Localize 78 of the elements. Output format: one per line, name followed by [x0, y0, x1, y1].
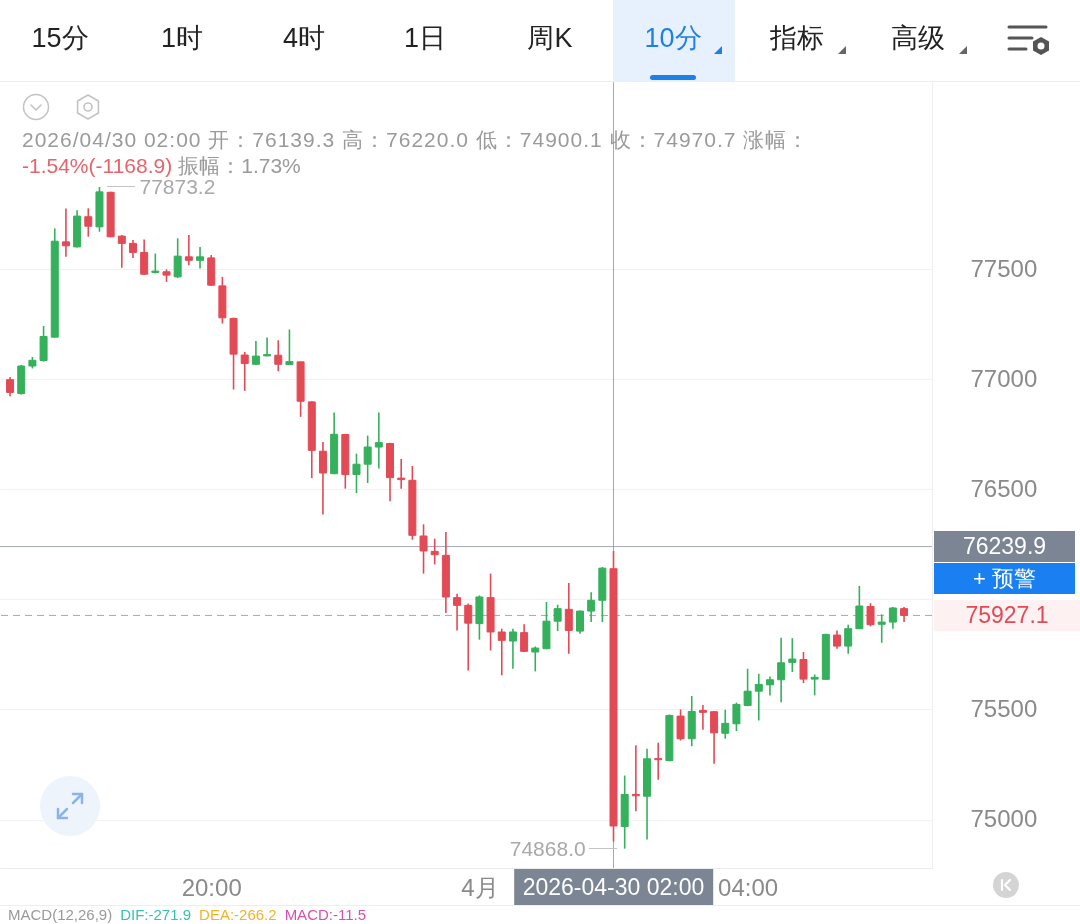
y-tick-label: 77500 — [970, 254, 1038, 282]
candlestick — [39, 325, 48, 363]
candlestick — [788, 637, 797, 673]
candlestick — [84, 207, 93, 238]
y-tick-label: 76500 — [970, 474, 1038, 502]
candlestick — [888, 606, 897, 630]
candlestick — [698, 704, 707, 731]
candlestick — [654, 741, 663, 781]
text: MACD(12,26,9) — [8, 906, 113, 923]
candlestick — [508, 627, 517, 670]
candlestick — [765, 675, 774, 697]
candlestick — [173, 237, 182, 279]
y-tick-label: 75000 — [970, 805, 1038, 833]
y-tick-label: 75500 — [970, 694, 1038, 722]
candlestick — [676, 708, 685, 742]
text: 1日 — [403, 22, 447, 54]
candlestick — [374, 411, 383, 470]
candlestick — [117, 234, 126, 269]
candlestick — [587, 591, 596, 623]
candlestick — [520, 623, 529, 653]
annotation: -1.54%(-1168.9) — [22, 154, 173, 178]
candlestick — [196, 246, 205, 270]
text: 4时 — [282, 22, 326, 54]
candlestick — [721, 708, 730, 740]
candlestick — [754, 673, 763, 722]
candlestick — [810, 673, 819, 697]
candlestick — [430, 537, 439, 566]
alert-button: + 预警 — [934, 563, 1075, 595]
text: 1时 — [160, 22, 204, 54]
annotation: 振幅：1.73% — [178, 154, 301, 178]
candlestick — [240, 351, 249, 392]
candlestick — [140, 238, 149, 276]
candlestick — [497, 627, 506, 677]
text: DEA:-266.2 — [199, 906, 277, 923]
candlestick — [453, 592, 462, 632]
candlestick — [318, 441, 327, 516]
candlestick — [61, 207, 70, 258]
candlestick — [844, 623, 853, 655]
candlestick — [777, 636, 786, 704]
x-tick-label: 4月 — [461, 873, 499, 901]
text: DIF:-271.9 — [120, 906, 192, 923]
candlestick — [184, 234, 193, 266]
text: MACD:-11.5 — [284, 906, 367, 923]
time-tag: 2026-04-30 02:00 — [513, 869, 714, 905]
candlestick — [732, 701, 741, 732]
annotation: 74868.0 — [509, 836, 586, 860]
candlestick — [151, 252, 160, 275]
candlestick — [553, 603, 562, 632]
x-tick-label: 04:00 — [718, 873, 779, 901]
price-tag: 76239.9 — [934, 531, 1075, 563]
candlestick — [363, 434, 372, 484]
candlestick — [419, 523, 428, 575]
candlestick — [285, 328, 294, 366]
candlestick — [855, 585, 864, 630]
y-tick-label: 77000 — [970, 364, 1038, 392]
candlestick — [274, 339, 283, 373]
candlestick — [743, 667, 752, 707]
text: 15分 — [31, 22, 89, 54]
price-tag: 75927.1 — [934, 599, 1080, 631]
candlestick — [564, 582, 573, 655]
candlestick — [6, 376, 15, 397]
candlestick — [263, 336, 272, 358]
candlestick — [352, 452, 361, 494]
text: 高级 — [891, 22, 945, 54]
text: 10分 — [644, 22, 702, 54]
x-tick-label: 20:00 — [181, 873, 242, 901]
candlestick — [397, 458, 406, 490]
candlestick — [833, 629, 842, 650]
candlestick — [531, 645, 540, 673]
text: 指标 — [770, 22, 824, 54]
candlestick — [866, 602, 875, 628]
text: 周K — [527, 22, 573, 54]
candlestick — [575, 609, 584, 635]
candlestick — [799, 651, 808, 684]
candlestick — [464, 602, 473, 672]
candlestick — [251, 340, 260, 366]
candlestick — [710, 710, 719, 765]
candlestick — [877, 613, 886, 644]
